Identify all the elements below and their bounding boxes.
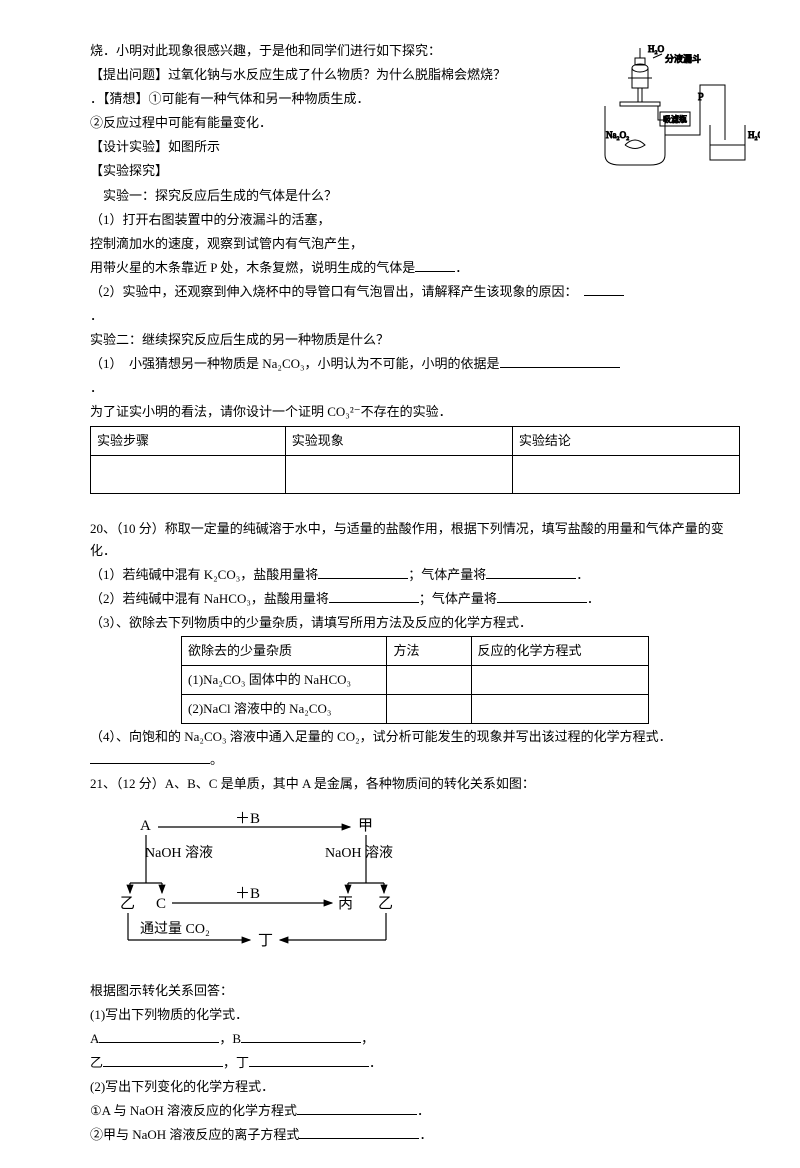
table-header: 反应的化学方程式 (471, 637, 648, 666)
table-header: 实验现象 (285, 426, 512, 455)
blank-field[interactable] (500, 354, 620, 368)
blank-field[interactable] (103, 1053, 223, 1067)
table-cell[interactable] (512, 455, 739, 493)
text-line: ． (90, 305, 740, 327)
table-header: 方法 (387, 637, 471, 666)
water-out-label: H₂O (748, 130, 760, 140)
text: 用带火星的木条靠近 P 处，木条复燃，说明生成的气体是 (90, 260, 415, 275)
question-20: 20、（10 分）称取一定量的纯碱溶于水中，与适量的盐酸作用，根据下列情况，填写… (90, 518, 740, 771)
blank-field[interactable] (90, 750, 210, 764)
apparatus-diagram: Na₂O₂ 吸滤瓶 H₂O H₂O 分液漏斗 P (550, 40, 760, 180)
blank-field[interactable] (299, 1125, 419, 1139)
text-line: 为了证实小明的看法，请你设计一个证明 CO₃²⁻不存在的实验． (90, 401, 740, 423)
question-21: 21、（12 分）A、B、C 是单质，其中 A 是金属，各种物质间的转化关系如图… (90, 773, 740, 1147)
text-line: 用带火星的木条靠近 P 处，木条复燃，说明生成的气体是 ． (90, 257, 740, 279)
text-line: 根据图示转化关系回答： (90, 980, 740, 1002)
purification-table: 欲除去的少量杂质 方法 反应的化学方程式 (1)Na₂CO₃ 固体中的 NaHC… (181, 636, 649, 724)
node-bing: 丙 (338, 896, 353, 912)
table-cell[interactable] (91, 455, 286, 493)
blank-field[interactable] (99, 1029, 219, 1043)
table-header: 实验结论 (512, 426, 739, 455)
text-line: 实验一：探究反应后生成的气体是什么？ (90, 185, 740, 207)
text: ． (369, 1055, 382, 1070)
text-line: （1） 小强猜想另一种物质是 Na₂CO₃，小明认为不可能，小明的依据是 (90, 353, 740, 375)
text: 。 (210, 752, 223, 767)
text-line: ①A 与 NaOH 溶液反应的化学方程式 ． (90, 1100, 740, 1122)
text-line: 20、（10 分）称取一定量的纯碱溶于水中，与适量的盐酸作用，根据下列情况，填写… (90, 518, 740, 562)
text-line: 控制滴加水的速度，观察到试管内有气泡产生， (90, 233, 740, 255)
text-line: （3）、欲除去下列物质中的少量杂质，请填写所用方法及反应的化学方程式． (90, 612, 740, 634)
blank-field[interactable] (415, 258, 455, 272)
question-19-continued: Na₂O₂ 吸滤瓶 H₂O H₂O 分液漏斗 P 烧．小明对此现象很感兴趣，于是… (90, 40, 740, 494)
table-cell[interactable] (387, 666, 471, 695)
text: （2）若纯碱中混有 NaHCO₃，盐酸用量将 (90, 591, 329, 606)
text-line: A ，B ， (90, 1028, 740, 1050)
experiment-table: 实验步骤 实验现象 实验结论 (90, 426, 740, 494)
text: A (90, 1031, 99, 1046)
table-cell[interactable] (285, 455, 512, 493)
flask-label: 吸滤瓶 (663, 114, 687, 124)
text: ，丁 (223, 1055, 249, 1070)
table-cell: (1)Na₂CO₃ 固体中的 NaHCO₃ (182, 666, 387, 695)
table-cell[interactable] (387, 695, 471, 724)
node-c: C (156, 896, 166, 912)
node-jia: 甲 (358, 818, 373, 834)
text-line: (2)写出下列变化的化学方程式． (90, 1076, 740, 1098)
node-a: A (140, 818, 151, 834)
text-line: ②甲与 NaOH 溶液反应的离子方程式 ． (90, 1124, 740, 1146)
label-b2: ＋B (235, 886, 260, 902)
text: ． (587, 591, 600, 606)
p-label: P (698, 92, 704, 103)
text: （4）、向饱和的 Na₂CO₃ 溶液中通入足量的 CO₂，试分析可能发生的现象并… (90, 729, 665, 744)
text-line: （1）打开右图装置中的分液漏斗的活塞， (90, 209, 740, 231)
blank-field[interactable] (497, 589, 587, 603)
text-line: （4）、向饱和的 Na₂CO₃ 溶液中通入足量的 CO₂，试分析可能发生的现象并… (90, 726, 740, 770)
text: ①A 与 NaOH 溶液反应的化学方程式 (90, 1103, 297, 1118)
text-line: 21、（12 分）A、B、C 是单质，其中 A 是金属，各种物质间的转化关系如图… (90, 773, 740, 795)
text: ． (417, 1103, 430, 1118)
text-line: （2）若纯碱中混有 NaHCO₃，盐酸用量将 ；气体产量将 ． (90, 588, 740, 610)
label-naoh-right: NaOH 溶液 (325, 845, 393, 861)
text: ；气体产量将 (419, 591, 497, 606)
text: ， (361, 1031, 374, 1046)
table-cell[interactable] (471, 695, 648, 724)
blank-field[interactable] (249, 1053, 369, 1067)
text: 乙 (90, 1055, 103, 1070)
blank-field[interactable] (486, 565, 576, 579)
text: ． (419, 1127, 432, 1142)
text: （1） 小强猜想另一种物质是 Na₂CO₃，小明认为不可能，小明的依据是 (90, 356, 500, 371)
node-yi-left: 乙 (120, 896, 135, 912)
blank-field[interactable] (329, 589, 419, 603)
text-line: (1)写出下列物质的化学式． (90, 1004, 740, 1026)
funnel-label: 分液漏斗 (665, 53, 701, 64)
blank-field[interactable] (241, 1029, 361, 1043)
water-in-label: H₂O (648, 44, 665, 54)
label-co2: 通过量 CO₂ (140, 921, 210, 937)
text: ． (576, 567, 589, 582)
label-naoh-left: NaOH 溶液 (145, 845, 213, 861)
text: ；气体产量将 (408, 567, 486, 582)
text: ②甲与 NaOH 溶液反应的离子方程式 (90, 1127, 299, 1142)
table-header: 实验步骤 (91, 426, 286, 455)
node-yi-right: 乙 (378, 896, 393, 912)
label-b: ＋B (235, 811, 260, 827)
text-line: 乙 ，丁 ． (90, 1052, 740, 1074)
na2o2-label: Na₂O₂ (606, 130, 629, 140)
text: ． (455, 260, 468, 275)
text-line: （2）实验中，还观察到伸入烧杯中的导管口有气泡冒出，请解释产生该现象的原因： (90, 281, 740, 303)
text-line: 实验二：继续探究反应后生成的另一种物质是什么？ (90, 329, 740, 351)
table-header: 欲除去的少量杂质 (182, 637, 387, 666)
node-ding: 丁 (258, 933, 273, 949)
text-line: （1）若纯碱中混有 K₂CO₃，盐酸用量将 ；气体产量将 ． (90, 564, 740, 586)
text: ，B (219, 1031, 241, 1046)
table-cell: (2)NaCl 溶液中的 Na₂CO₃ (182, 695, 387, 724)
text: （2）实验中，还观察到伸入烧杯中的导管口有气泡冒出，请解释产生该现象的原因： (90, 284, 571, 299)
blank-field[interactable] (584, 282, 624, 296)
blank-field[interactable] (297, 1101, 417, 1115)
text: （1）若纯碱中混有 K₂CO₃，盐酸用量将 (90, 567, 318, 582)
transformation-diagram: A ＋B 甲 NaOH 溶液 NaOH 溶液 乙 C ＋B 丙 乙 通过量 CO… (110, 805, 460, 965)
table-cell[interactable] (471, 666, 648, 695)
blank-field[interactable] (318, 565, 408, 579)
text-line: ． (90, 377, 740, 399)
